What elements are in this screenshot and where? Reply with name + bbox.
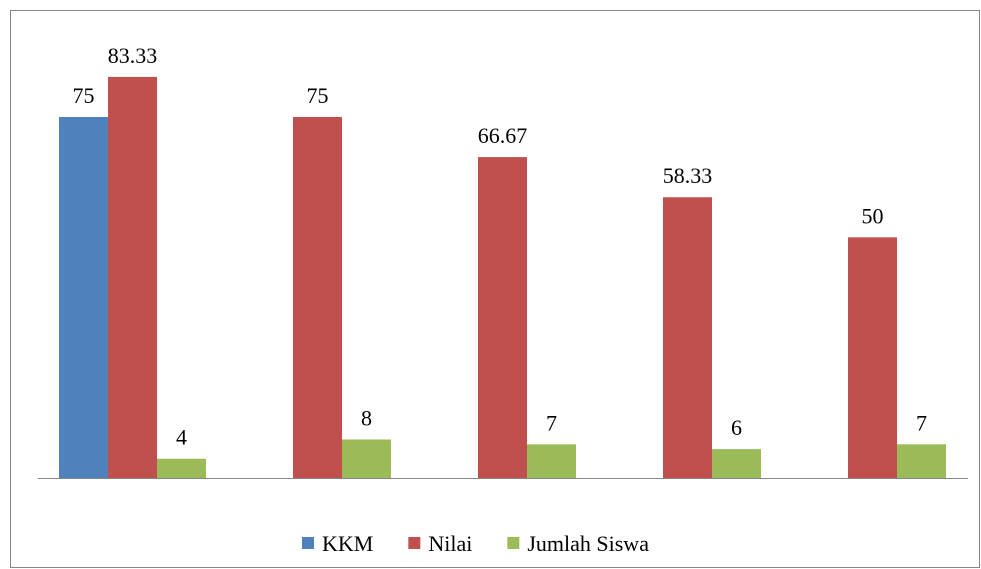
data-label: 75	[307, 83, 329, 108]
bar	[108, 76, 157, 478]
legend-swatch	[507, 537, 520, 549]
bar	[342, 439, 391, 478]
data-label: 66.67	[478, 123, 528, 148]
data-label: 50	[862, 203, 884, 228]
legend-label: Nilai	[428, 531, 472, 556]
bar	[527, 444, 576, 478]
data-label: 6	[731, 415, 742, 440]
data-label: 8	[361, 405, 372, 430]
bar	[663, 197, 712, 478]
legend-label: Jumlah Siswa	[527, 531, 649, 556]
bar	[712, 449, 761, 478]
bar	[157, 458, 206, 478]
bar	[478, 157, 527, 478]
data-label: 7	[546, 410, 557, 435]
data-label: 75	[73, 83, 95, 108]
bar	[848, 237, 897, 478]
data-label: 83.33	[108, 43, 158, 68]
bar	[59, 117, 108, 478]
legend-swatch	[408, 537, 421, 549]
legend-swatch	[302, 537, 314, 549]
data-label: 58.33	[663, 163, 713, 188]
bar	[293, 117, 342, 478]
data-label: 4	[176, 425, 187, 450]
bar	[897, 444, 946, 478]
data-label: 7	[916, 410, 927, 435]
legend-label: KKM	[322, 531, 373, 556]
